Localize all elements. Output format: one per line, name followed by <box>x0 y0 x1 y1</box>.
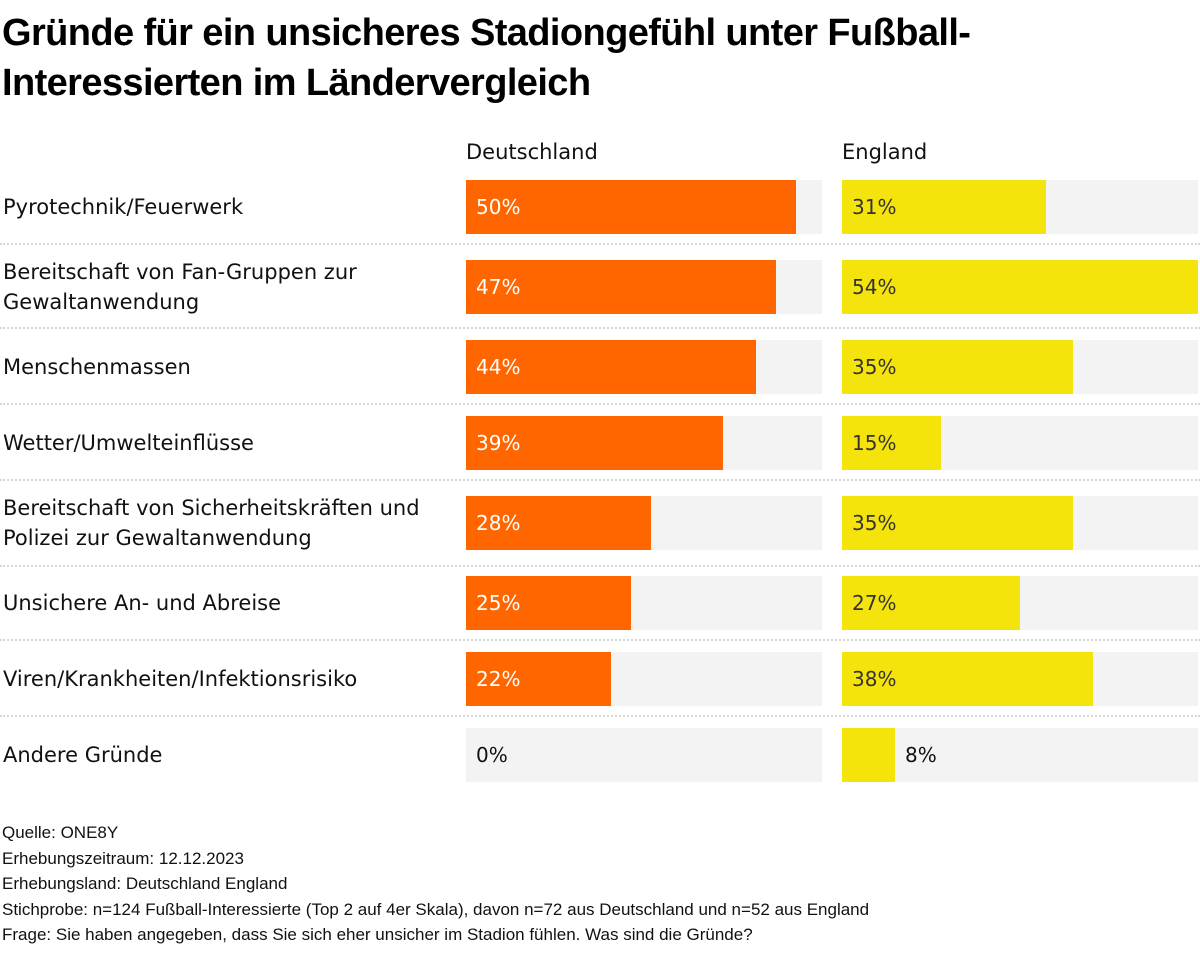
value-label-en: 8% <box>905 743 937 767</box>
column-header-deutschland: Deutschland <box>466 140 598 164</box>
value-label-en: 15% <box>852 431 897 455</box>
bar-track-en: 15% <box>842 416 1198 470</box>
category-label: Unsichere An- und Abreise <box>3 591 282 615</box>
bar-track-de: 0% <box>466 728 822 782</box>
bar-en <box>842 180 1046 234</box>
bar-de <box>466 180 796 234</box>
bar-de <box>466 496 651 550</box>
bar-de <box>466 260 776 314</box>
value-label-en: 35% <box>852 511 897 535</box>
bar-en <box>842 416 941 470</box>
bar-track-de: 47% <box>466 260 822 314</box>
value-label-en: 54% <box>852 275 897 299</box>
chart-title: Gründe für ein unsicheres Stadiongefühl … <box>2 12 971 104</box>
category-label: Menschenmassen <box>3 355 191 379</box>
survey-period-note: Erhebungszeitraum: 12.12.2023 <box>2 848 244 868</box>
row-divider <box>0 403 1200 405</box>
value-label-en: 27% <box>852 591 897 615</box>
row-divider <box>0 327 1200 329</box>
value-label-de: 25% <box>476 591 521 615</box>
value-label-en: 38% <box>852 667 897 691</box>
bar-en <box>842 496 1073 550</box>
bar-track-en: 35% <box>842 340 1198 394</box>
bar-de <box>466 416 723 470</box>
bar-en <box>842 652 1093 706</box>
bar-de <box>466 340 756 394</box>
value-label-de: 39% <box>476 431 521 455</box>
bar-track-en: 8% <box>842 728 1198 782</box>
chart-footer: Quelle: ONE8Y Erhebungszeitraum: 12.12.2… <box>2 820 869 948</box>
category-label: Bereitschaft von Sicherheitskräften und … <box>3 496 420 550</box>
category-label: Bereitschaft von Fan-Gruppen zur Gewalta… <box>3 260 357 314</box>
bar-track-en: 31% <box>842 180 1198 234</box>
category-label: Pyrotechnik/Feuerwerk <box>3 195 244 219</box>
bar-track-de: 25% <box>466 576 822 630</box>
value-label-en: 31% <box>852 195 897 219</box>
row-divider <box>0 715 1200 717</box>
value-label-de: 50% <box>476 195 521 219</box>
value-label-de: 0% <box>476 743 508 767</box>
bar-track-de: 39% <box>466 416 822 470</box>
bar-track-de: 44% <box>466 340 822 394</box>
value-label-de: 22% <box>476 667 521 691</box>
bar-en <box>842 576 1020 630</box>
bar-track-de: 50% <box>466 180 822 234</box>
bar-track-en: 54% <box>842 260 1198 314</box>
bar-track-en: 38% <box>842 652 1198 706</box>
column-header-england: England <box>842 140 928 164</box>
question-note: Frage: Sie haben angegeben, dass Sie sic… <box>2 925 753 944</box>
row-divider <box>0 565 1200 567</box>
bar-en <box>842 260 1198 314</box>
row-divider <box>0 479 1200 481</box>
sample-note: Stichprobe: n=124 Fußball-Interessierte … <box>2 899 870 919</box>
value-label-en: 35% <box>852 355 897 379</box>
bar-en <box>842 340 1073 394</box>
bar-track-en: 35% <box>842 496 1198 550</box>
bar-en <box>842 728 895 782</box>
bar-de <box>466 576 631 630</box>
value-label-de: 47% <box>476 275 521 299</box>
category-label: Viren/Krankheiten/Infektionsrisiko <box>3 667 358 691</box>
bar-track-de: 22% <box>466 652 822 706</box>
row-divider <box>0 639 1200 641</box>
bar-de <box>466 652 611 706</box>
category-label: Wetter/Umwelteinflüsse <box>3 431 254 455</box>
value-label-de: 28% <box>476 511 521 535</box>
survey-country-note: Erhebungsland: Deutschland England <box>2 874 288 893</box>
category-label: Andere Gründe <box>3 743 163 767</box>
row-divider <box>0 243 1200 245</box>
value-label-de: 44% <box>476 355 521 379</box>
bar-track-en: 27% <box>842 576 1198 630</box>
source-note: Quelle: ONE8Y <box>2 823 119 842</box>
bar-track-de: 28% <box>466 496 822 550</box>
